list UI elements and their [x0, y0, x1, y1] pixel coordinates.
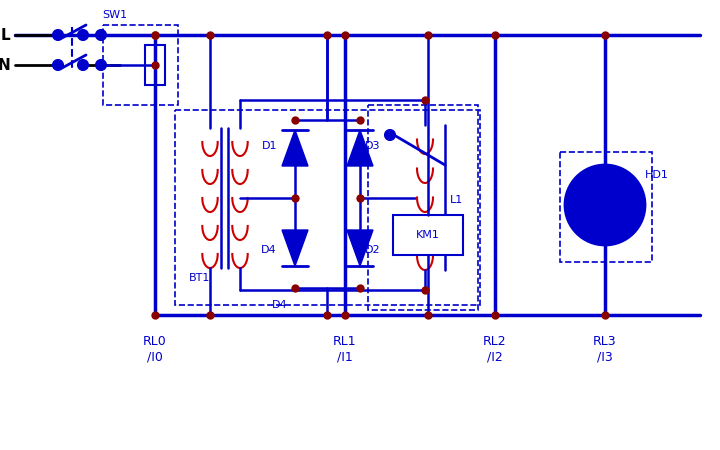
- Text: L1: L1: [450, 195, 463, 205]
- Text: D4: D4: [272, 300, 288, 310]
- Circle shape: [78, 60, 88, 70]
- Text: D2: D2: [365, 245, 381, 255]
- Circle shape: [385, 130, 395, 140]
- Polygon shape: [347, 130, 373, 166]
- Circle shape: [78, 30, 88, 40]
- Text: SW1: SW1: [102, 10, 127, 20]
- Text: D1: D1: [261, 141, 277, 151]
- Text: D3: D3: [365, 141, 380, 151]
- Text: L: L: [1, 27, 10, 42]
- Circle shape: [96, 60, 106, 70]
- Polygon shape: [347, 230, 373, 266]
- Text: RL0
/I0: RL0 /I0: [143, 335, 167, 364]
- Polygon shape: [282, 130, 308, 166]
- Text: RL3
/I3: RL3 /I3: [593, 335, 617, 364]
- Text: RL1
/I1: RL1 /I1: [333, 335, 357, 364]
- Text: KM1: KM1: [416, 230, 440, 240]
- FancyBboxPatch shape: [393, 215, 463, 255]
- Circle shape: [53, 30, 63, 40]
- Polygon shape: [282, 230, 308, 266]
- FancyBboxPatch shape: [145, 45, 165, 85]
- Circle shape: [565, 165, 645, 245]
- Circle shape: [53, 60, 63, 70]
- Circle shape: [96, 30, 106, 40]
- Text: HD1: HD1: [645, 170, 669, 180]
- Text: N: N: [0, 58, 10, 72]
- Text: BT1: BT1: [189, 273, 211, 283]
- Text: D4: D4: [261, 245, 277, 255]
- Text: RL2
/I2: RL2 /I2: [483, 335, 507, 364]
